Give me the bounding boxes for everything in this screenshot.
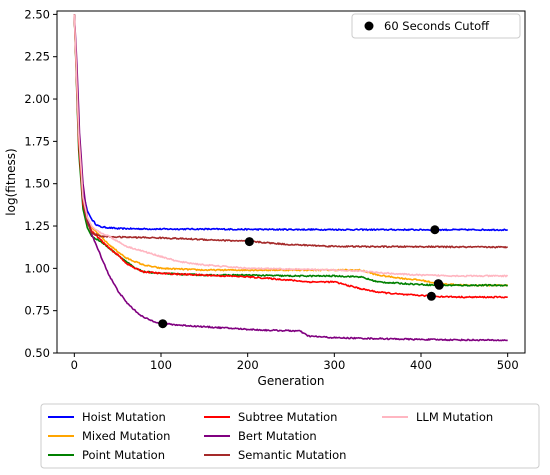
cutoff-point-4: [158, 319, 168, 329]
legend-label-1: Mixed Mutation: [82, 429, 170, 443]
cutoff-point-3: [426, 291, 436, 301]
y-tick-label: 2.25: [24, 50, 50, 64]
y-tick-label: 1.50: [24, 177, 50, 191]
cutoff-legend-box: [351, 13, 521, 39]
cutoff-point-5: [244, 237, 254, 247]
x-tick-label: 400: [410, 358, 432, 372]
series-line-4: [73, 14, 508, 342]
series-legend-box: [40, 403, 540, 469]
x-tick-label: 200: [237, 358, 259, 372]
plot-frame: [56, 10, 526, 354]
x-axis-ticks: 0 100 200 300 400 500: [71, 353, 519, 372]
y-tick-label: 1.75: [24, 134, 50, 148]
series-legend: Hoist Mutation Mixed Mutation Point Mutati…: [40, 403, 540, 469]
series-line-6: [73, 14, 509, 278]
legend-label-2: Point Mutation: [82, 448, 165, 462]
cutoff-legend-label: 60 Seconds Cutoff: [384, 19, 490, 33]
x-tick-label: 300: [323, 358, 345, 372]
series-line-5: [73, 14, 508, 249]
y-tick-label: 0.75: [24, 304, 50, 318]
legend-label-5: Semantic Mutation: [238, 448, 346, 462]
x-tick-label: 0: [71, 358, 78, 372]
legend-label-0: Hoist Mutation: [82, 410, 166, 424]
cutoff-legend-marker: [364, 21, 374, 31]
y-tick-label: 2.00: [24, 92, 50, 106]
y-axis-ticks: 0.50 0.75 1.00 1.25 1.50 1.75 2.00 2.25 2.50: [24, 7, 57, 360]
series-line-3: [73, 14, 508, 299]
legend-label-6: LLM Mutation: [416, 410, 493, 424]
legend-label-3: Subtree Mutation: [238, 410, 337, 424]
y-tick-label: 2.50: [24, 7, 50, 21]
y-tick-label: 1.25: [24, 219, 50, 233]
x-axis-label: Generation: [258, 374, 325, 388]
cutoff-point-2: [434, 280, 444, 290]
x-tick-label: 500: [497, 358, 519, 372]
cutoff-legend: 60 Seconds Cutoff: [351, 13, 521, 39]
y-axis-label: log(fitness): [4, 148, 18, 215]
series-legend-entries: Hoist Mutation Mixed Mutation Point Mutati…: [48, 410, 493, 462]
series-line-0: [73, 14, 509, 232]
cutoff-point-0: [430, 225, 440, 235]
y-tick-label: 1.00: [24, 261, 50, 275]
x-tick-label: 100: [150, 358, 172, 372]
y-tick-label: 0.50: [24, 346, 50, 360]
cutoff-markers: [158, 225, 444, 329]
series-layer: [73, 14, 509, 342]
legend-label-4: Bert Mutation: [238, 429, 317, 443]
